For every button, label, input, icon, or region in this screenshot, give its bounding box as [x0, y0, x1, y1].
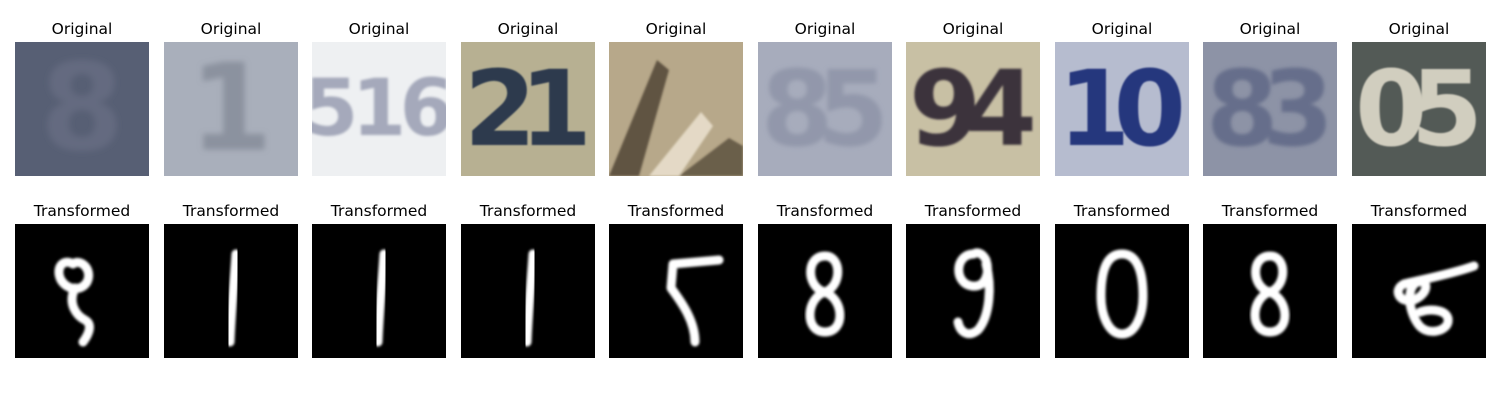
transformed-panel-1: Transformed — [15, 201, 149, 358]
handwritten-digit-strokes — [225, 249, 241, 347]
panel-title: Original — [645, 20, 707, 38]
handwritten-digit-strokes — [1250, 251, 1290, 337]
original-panel-8: Original 10 — [1055, 19, 1189, 176]
black-background — [1352, 224, 1486, 358]
panel-title: Transformed — [924, 202, 1022, 220]
panel-title: Original — [942, 20, 1004, 38]
original-image: 85 — [758, 42, 892, 176]
transformed-panel-6: Transformed — [758, 201, 892, 358]
transformed-panel-10: Transformed — [1352, 201, 1486, 358]
transformed-image — [906, 224, 1040, 358]
panel-title: Transformed — [776, 202, 874, 220]
transformed-image — [1055, 224, 1189, 358]
transformed-panel-8: Transformed — [1055, 201, 1189, 358]
transformed-panel-3: Transformed — [312, 201, 446, 358]
original-panel-3: Original 516 — [312, 19, 446, 176]
panel-title: Transformed — [33, 202, 131, 220]
panel-title: Transformed — [479, 202, 577, 220]
house-number-digits: 21 — [464, 48, 592, 170]
original-panel-7: Original 94 — [906, 19, 1040, 176]
handwritten-digit-strokes — [522, 249, 538, 347]
panel-title: Transformed — [1221, 202, 1319, 220]
handwritten-digit-strokes — [54, 257, 94, 347]
transformed-image — [1203, 224, 1337, 358]
house-number-digits: 05 — [1355, 48, 1483, 170]
panel-title: Transformed — [182, 202, 280, 220]
transformed-panel-2: Transformed — [164, 201, 298, 358]
original-image: 1 — [164, 42, 298, 176]
panel-title: Transformed — [1073, 202, 1171, 220]
transformed-panel-7: Transformed — [906, 201, 1040, 358]
original-panel-2: Original 1 — [164, 19, 298, 176]
panel-title: Original — [51, 20, 113, 38]
house-number-digits: 1 — [189, 42, 273, 176]
transformed-image — [15, 224, 149, 358]
panel-title: Transformed — [1370, 202, 1468, 220]
transformed-image — [312, 224, 446, 358]
house-number-digits: 94 — [909, 48, 1037, 170]
house-number-digits: 8 — [40, 42, 124, 176]
panel-title: Transformed — [627, 202, 725, 220]
original-panel-9: Original 83 — [1203, 19, 1337, 176]
panel-title: Original — [1388, 20, 1450, 38]
original-panel-10: Original 05 — [1352, 19, 1486, 176]
panel-title: Original — [1091, 20, 1153, 38]
transformed-panel-5: Transformed — [609, 201, 743, 358]
handwritten-digit-strokes — [1096, 249, 1148, 339]
house-number-digits: 83 — [1206, 48, 1334, 170]
original-image — [609, 42, 743, 176]
black-background — [906, 224, 1040, 358]
original-image: 21 — [461, 42, 595, 176]
original-panel-5: Original — [609, 19, 743, 176]
handwritten-digit-strokes — [1393, 261, 1479, 336]
panel-title: Original — [200, 20, 262, 38]
transformed-image — [1352, 224, 1486, 358]
panel-title: Original — [794, 20, 856, 38]
original-image: 8 — [15, 42, 149, 176]
transformed-panel-4: Transformed — [461, 201, 595, 358]
panel-title: Original — [1239, 20, 1301, 38]
original-image: 516 — [312, 42, 446, 176]
house-number-digits: 85 — [761, 48, 889, 170]
handwritten-digit-strokes — [666, 255, 724, 347]
original-panel-6: Original 85 — [758, 19, 892, 176]
house-number-digits: 516 — [312, 64, 446, 154]
original-image: 10 — [1055, 42, 1189, 176]
original-panel-1: Original 8 — [15, 19, 149, 176]
transformed-image — [758, 224, 892, 358]
original-panel-4: Original 21 — [461, 19, 595, 176]
original-image: 05 — [1352, 42, 1486, 176]
transformed-panel-9: Transformed — [1203, 201, 1337, 358]
panel-title: Original — [497, 20, 559, 38]
transformed-image — [609, 224, 743, 358]
original-image: 83 — [1203, 42, 1337, 176]
handwritten-digit-strokes — [805, 251, 845, 337]
transformed-image — [164, 224, 298, 358]
original-image: 94 — [906, 42, 1040, 176]
panel-title: Transformed — [330, 202, 428, 220]
handwritten-digit-strokes — [373, 249, 389, 347]
panel-title: Original — [348, 20, 410, 38]
house-number-digits: 10 — [1058, 48, 1186, 170]
handwritten-digit-strokes — [953, 248, 994, 339]
transformed-image — [461, 224, 595, 358]
